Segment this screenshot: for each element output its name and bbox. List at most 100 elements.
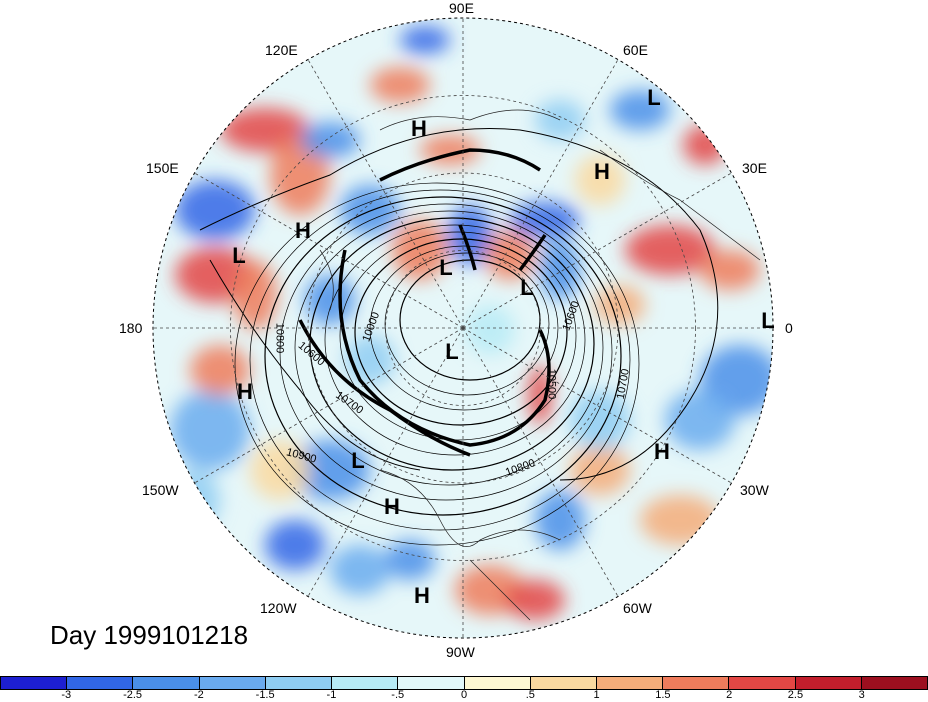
colorbar-tick-label: -1 (326, 689, 337, 701)
colorbar-tick-label: 3 (858, 689, 865, 701)
map-border (152, 17, 774, 639)
anomaly-blob (250, 440, 310, 500)
lon-label-180: 180 (119, 320, 143, 336)
colorbar-tick-label: .5 (525, 689, 535, 701)
height-contour (354, 238, 568, 426)
pressure-system-label: H (654, 439, 670, 464)
colorbar-tick-label: 0 (460, 689, 468, 701)
jet-contour (458, 224, 477, 271)
colorbar-swatch (67, 677, 134, 689)
latitude-circle (307, 172, 619, 484)
anomaly-blob (370, 67, 430, 103)
anomaly-blob (265, 520, 325, 570)
lon-label-120e: 120E (265, 42, 298, 58)
anomaly-blob (340, 185, 400, 235)
pressure-system-label: H (384, 494, 400, 519)
anomaly-blob (570, 445, 630, 495)
height-contour (264, 196, 622, 516)
anomaly-blob (625, 225, 715, 275)
lon-label-150e: 150E (146, 160, 179, 176)
anomaly-blob (233, 260, 277, 330)
contour-label: 10800 (273, 322, 286, 354)
height-contour (324, 224, 586, 456)
colorbar-swatch (464, 677, 531, 689)
coastline (319, 249, 334, 311)
pressure-system-label: H (414, 583, 430, 608)
anomaly-blob (465, 305, 515, 355)
colorbar-swatch (530, 677, 597, 689)
colorbar-tick-label: 1.5 (655, 689, 671, 701)
colorbar-swatch (133, 677, 200, 689)
pressure-system-label: L (761, 308, 775, 333)
anomaly-blob (170, 470, 220, 530)
pressure-system-label: H (594, 159, 610, 184)
colorbar-swatch (1, 677, 68, 689)
jet-contour (298, 319, 471, 457)
colorbar-swatch (729, 677, 796, 689)
height-contour (279, 203, 613, 501)
jet-contour (338, 249, 551, 447)
pressure-system-label: H (237, 379, 253, 404)
meridian-line (462, 327, 619, 597)
anomaly-blob (535, 490, 585, 550)
colorbar-tick-label: -3 (61, 689, 72, 701)
latitude-circle (230, 95, 696, 561)
contour-label: 10500 (545, 368, 558, 400)
lon-label-0: 0 (785, 320, 793, 336)
height-contour (249, 189, 631, 531)
anomaly-blob (330, 545, 390, 595)
meridian-line (462, 172, 732, 329)
anomaly-blob (640, 495, 720, 545)
height-contour (339, 231, 577, 441)
date-label: Day 1999101218 (50, 620, 249, 650)
colorbar-tick-label: -1.5 (255, 689, 275, 701)
lon-label-150w: 150W (142, 482, 179, 498)
height-contour (309, 217, 595, 471)
colorbar-tick-label: 1 (593, 689, 600, 701)
anomaly-blob (683, 125, 727, 165)
pressure-system-label: H (295, 218, 311, 243)
pressure-system-label: L (520, 275, 534, 300)
anomaly-blob (540, 240, 580, 300)
anomaly-blob (448, 205, 492, 265)
colorbar-swatch (663, 677, 730, 689)
coastline (599, 149, 761, 261)
lon-label-120w: 120W (260, 600, 297, 616)
anomaly-blob (385, 540, 435, 580)
colorbar-tick-label: -2.5 (123, 689, 143, 701)
anomaly-blob (510, 202, 580, 238)
anomaly-blob (300, 122, 360, 158)
colorbar-swatch (861, 677, 928, 689)
colorbar-swatch (398, 677, 465, 689)
colorbar (0, 676, 928, 690)
colorbar-swatch (795, 677, 862, 689)
meridian-line (194, 327, 464, 484)
anomaly-blob (575, 155, 625, 205)
colorbar-swatch (332, 677, 399, 689)
pressure-system-label: L (445, 339, 459, 364)
pressure-system-label: L (232, 243, 246, 268)
jet-contour (379, 148, 541, 182)
lon-label-90w: 90W (446, 644, 475, 660)
meridian-line (307, 59, 464, 329)
pressure-system-label: L (351, 448, 365, 473)
height-contour (199, 127, 719, 481)
colorbar-swatch (596, 677, 664, 689)
lon-label-90e: 90E (449, 0, 474, 16)
graticule (153, 18, 773, 638)
colorbar-swatch (199, 677, 266, 689)
anomaly-blob (175, 180, 255, 240)
anomaly-blob (290, 440, 370, 500)
colorbar-swatch (265, 677, 333, 689)
anomaly-blob (528, 365, 552, 425)
colorbar-tick-label: -2 (193, 689, 204, 701)
lon-label-30e: 30E (742, 160, 767, 176)
latitude-circle (385, 250, 541, 406)
colorbar-tick-label: 2.5 (787, 689, 804, 701)
height-contour (234, 182, 640, 546)
anomaly-blob (392, 220, 448, 280)
meridian-line (462, 327, 732, 484)
coastline (469, 559, 531, 621)
